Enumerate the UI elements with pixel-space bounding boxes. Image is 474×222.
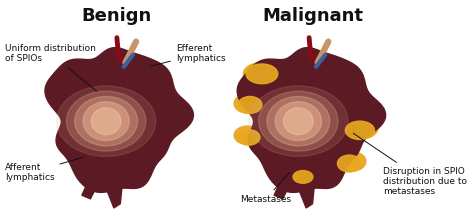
Ellipse shape — [66, 91, 146, 151]
Ellipse shape — [290, 168, 314, 183]
Polygon shape — [300, 180, 315, 208]
Ellipse shape — [337, 155, 361, 172]
Polygon shape — [82, 170, 103, 199]
Ellipse shape — [243, 63, 281, 85]
Ellipse shape — [238, 96, 262, 113]
Ellipse shape — [275, 102, 321, 141]
Ellipse shape — [234, 94, 263, 113]
Text: Afferent
lymphatics: Afferent lymphatics — [5, 157, 83, 182]
Ellipse shape — [83, 102, 129, 141]
Text: Disruption in SPIO
distribution due to
metastases: Disruption in SPIO distribution due to m… — [353, 133, 467, 196]
Ellipse shape — [249, 86, 348, 157]
Ellipse shape — [246, 64, 278, 84]
Text: Malignant: Malignant — [262, 7, 363, 25]
Ellipse shape — [283, 108, 313, 135]
Ellipse shape — [293, 170, 313, 183]
Ellipse shape — [91, 108, 121, 135]
Polygon shape — [237, 48, 386, 192]
Text: Benign: Benign — [81, 7, 151, 25]
Ellipse shape — [259, 91, 338, 151]
Text: Uniform distribution
of SPIOs: Uniform distribution of SPIOs — [5, 44, 97, 91]
Ellipse shape — [74, 96, 137, 146]
Ellipse shape — [345, 118, 378, 139]
Ellipse shape — [267, 96, 330, 146]
Ellipse shape — [337, 151, 366, 171]
Ellipse shape — [56, 86, 156, 157]
Ellipse shape — [346, 121, 374, 139]
Polygon shape — [108, 180, 122, 208]
Ellipse shape — [234, 126, 261, 145]
Text: Metastases: Metastases — [240, 173, 291, 204]
Polygon shape — [45, 48, 193, 192]
Text: Efferent
lymphatics: Efferent lymphatics — [151, 44, 226, 66]
Polygon shape — [274, 170, 295, 199]
Ellipse shape — [237, 130, 260, 145]
